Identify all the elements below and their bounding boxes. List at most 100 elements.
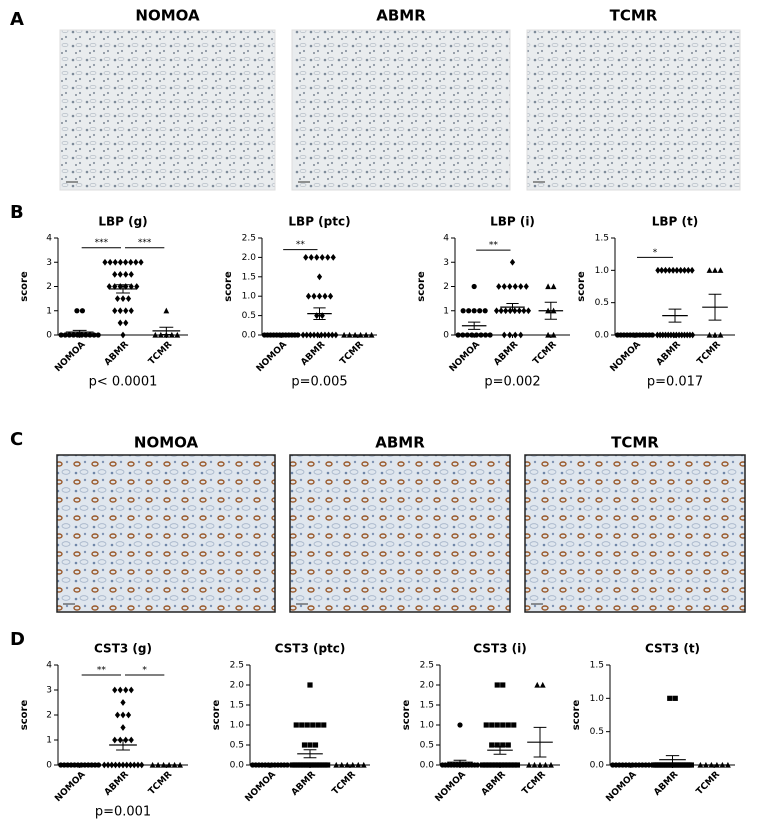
data-point <box>492 762 498 768</box>
data-point <box>307 331 313 339</box>
data-point <box>525 307 532 315</box>
panel-label: C <box>10 429 23 450</box>
x-tick-label: TCMR <box>147 340 174 367</box>
data-point <box>125 295 132 303</box>
data-point <box>660 331 666 339</box>
data-point <box>299 722 305 728</box>
data-point <box>314 762 320 768</box>
y-axis-label: score <box>211 700 222 731</box>
data-point <box>473 332 480 338</box>
p-value: p=0.017 <box>647 375 703 390</box>
data-point <box>295 762 301 768</box>
data-point <box>125 711 132 719</box>
data-point <box>300 331 306 339</box>
image-title: NOMOA <box>135 7 200 25</box>
y-tick-label: 2.0 <box>420 681 435 691</box>
data-point <box>315 331 321 339</box>
y-tick-label: 3 <box>46 258 52 268</box>
x-tick-label: ABMR <box>655 340 683 368</box>
data-point <box>706 267 713 273</box>
data-point <box>319 254 325 261</box>
x-tick-label: NOMOA <box>448 340 482 374</box>
y-axis-label: score <box>416 271 427 302</box>
data-point <box>292 762 298 768</box>
x-tick-label: ABMR <box>103 770 131 798</box>
image-title: TCMR <box>610 7 658 25</box>
data-point <box>106 283 112 290</box>
error-bar <box>303 749 317 759</box>
data-point <box>512 283 518 290</box>
data-point <box>128 283 134 290</box>
data-point <box>505 742 511 748</box>
data-point <box>307 742 313 748</box>
x-tick-label: ABMR <box>492 340 520 368</box>
data-point <box>671 331 677 339</box>
error-bar <box>665 755 680 765</box>
data-point <box>670 266 676 274</box>
data-point <box>112 736 118 744</box>
data-point <box>526 761 532 768</box>
data-point <box>124 761 130 769</box>
data-point <box>295 332 301 338</box>
significance-label: * <box>653 248 658 258</box>
histology-image <box>289 454 511 613</box>
data-point <box>466 308 472 314</box>
data-point <box>503 307 509 315</box>
data-point <box>545 283 551 290</box>
x-tick-label: TCMR <box>695 770 722 797</box>
y-tick-label: 1.0 <box>230 721 245 731</box>
data-point <box>474 762 481 768</box>
data-point <box>550 283 557 290</box>
data-point <box>685 266 691 274</box>
y-tick-label: 2.5 <box>420 661 434 671</box>
p-value: p=0.002 <box>484 375 540 390</box>
data-point <box>307 682 313 688</box>
data-point <box>66 332 72 338</box>
data-point <box>120 711 126 719</box>
data-point <box>316 292 323 300</box>
significance-label: ** <box>296 240 306 250</box>
data-point <box>511 762 517 768</box>
data-point <box>489 722 495 728</box>
data-point <box>128 307 134 315</box>
chart: LBP (t) score 0.0 0.5 1.0 1.5 NOMOA ABMR TCMR * p=… <box>576 215 735 390</box>
data-point <box>311 331 317 339</box>
data-point <box>91 332 97 338</box>
data-point <box>494 682 500 688</box>
data-point <box>523 283 529 290</box>
data-point <box>507 283 513 290</box>
chart-title: CST3 (ptc) <box>275 642 346 656</box>
data-point <box>511 722 517 728</box>
data-point <box>687 331 693 339</box>
data-point <box>120 724 126 731</box>
y-tick-label: 0.5 <box>242 311 256 321</box>
data-point <box>482 332 489 338</box>
data-point <box>312 742 319 748</box>
y-axis-label: score <box>19 271 30 302</box>
data-point <box>322 292 328 300</box>
data-point <box>717 267 724 273</box>
error-bar <box>313 307 326 320</box>
data-point <box>649 332 656 338</box>
data-point <box>304 722 310 728</box>
chart: LBP (i) score 0 1 2 3 4 NOMOA ABMR TCMR ** p=0.002 <box>416 215 570 390</box>
x-tick-label: TCMR <box>331 770 358 797</box>
y-tick-label: 2.5 <box>230 661 244 671</box>
data-point <box>368 331 375 338</box>
y-tick-label: 0.0 <box>242 331 257 341</box>
y-tick-label: 0 <box>46 331 52 341</box>
data-point <box>469 332 475 338</box>
data-point <box>487 332 493 338</box>
data-point <box>87 332 93 338</box>
data-point <box>128 736 134 744</box>
data-point <box>654 331 660 339</box>
data-point <box>329 331 335 339</box>
y-tick-label: 1.5 <box>420 701 434 711</box>
error-bar <box>159 326 174 336</box>
data-point <box>326 331 332 339</box>
data-point <box>333 761 340 768</box>
significance-label: * <box>142 666 147 676</box>
data-point <box>501 331 507 339</box>
data-point <box>479 762 486 768</box>
data-point <box>672 695 678 701</box>
